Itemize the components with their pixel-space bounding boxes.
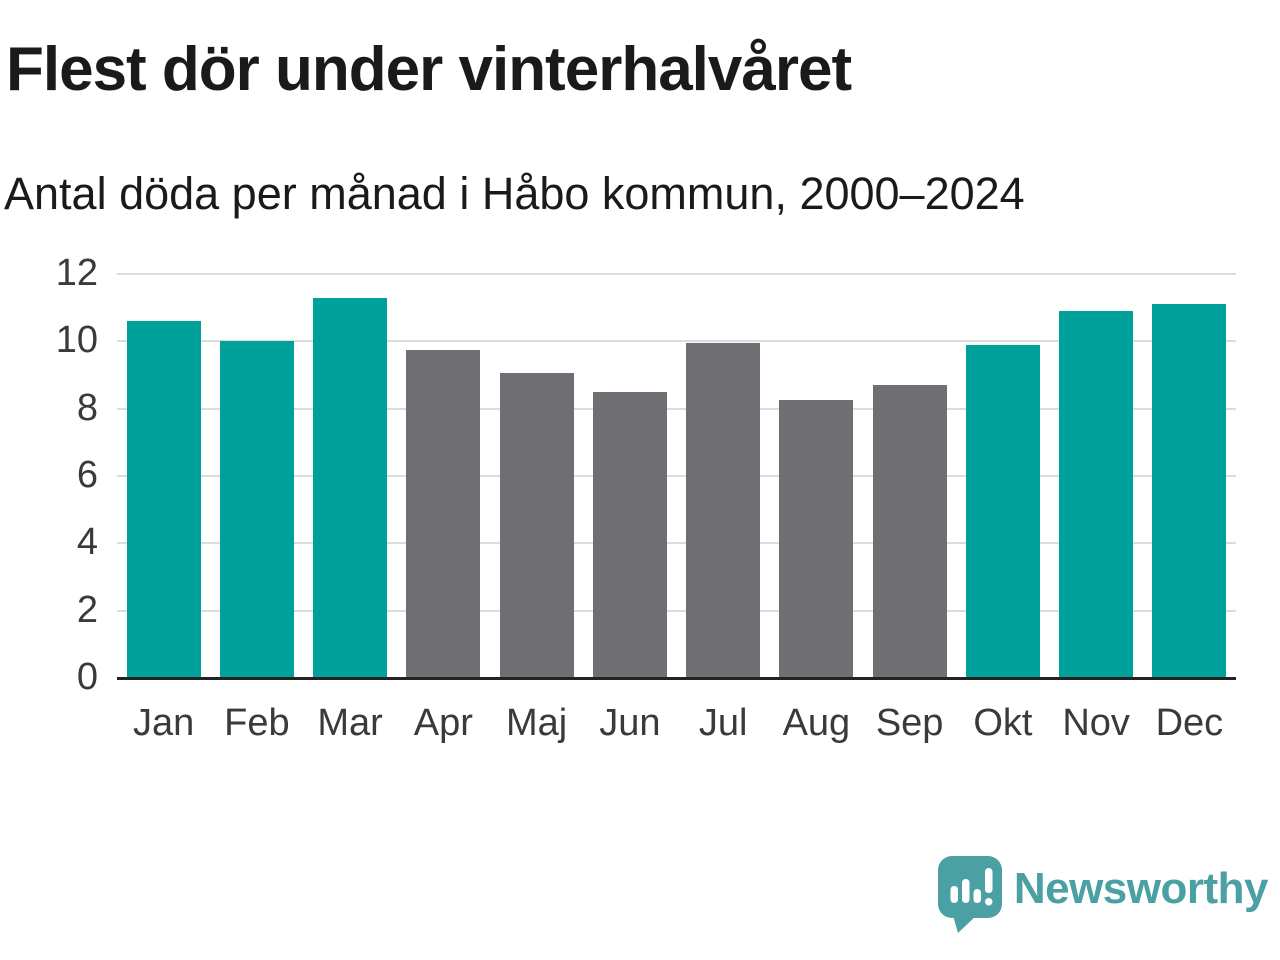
x-axis-labels: Jan Feb Mar Apr Maj Jun Jul Aug Sep Okt Nov Dec <box>117 702 1236 745</box>
chart-title: Flest dör under vinterhalvåret <box>6 35 852 104</box>
bar-sep <box>872 385 947 678</box>
y-tick-label: 0 <box>76 656 98 699</box>
bar-okt <box>965 344 1040 678</box>
x-tick-label-okt: Okt <box>973 702 1033 744</box>
x-tick-label-jan: Jan <box>132 702 195 744</box>
bar-apr <box>406 349 481 678</box>
bar-slot-jul <box>677 274 770 678</box>
x-tick-label-maj: Maj <box>506 702 568 744</box>
x-tick-label-dec: Dec <box>1155 702 1224 744</box>
x-tick-label-mar: Mar <box>317 702 383 744</box>
bar-slot-aug <box>770 274 863 678</box>
bar-jul <box>686 343 761 678</box>
bar-slot-apr <box>397 274 490 678</box>
gridline-10 <box>117 340 1236 343</box>
bar-maj <box>499 373 574 678</box>
bar-nov <box>1059 311 1134 678</box>
y-tick-label: 4 <box>76 521 98 564</box>
y-tick-label: 8 <box>76 386 98 429</box>
x-tick-label-feb: Feb <box>224 702 290 744</box>
bar-feb <box>219 341 294 678</box>
bar-dec <box>1152 304 1227 678</box>
y-tick-label: 12 <box>55 252 98 295</box>
bar-slot-jan <box>117 274 210 678</box>
bar-mar <box>313 297 388 678</box>
bar-slot-dec <box>1143 274 1236 678</box>
y-tick-label: 2 <box>76 588 98 631</box>
bar-slot-sep <box>863 274 956 678</box>
x-tick-label-jun: Jun <box>599 702 661 744</box>
bar-slot-nov <box>1050 274 1143 678</box>
bar-jan <box>126 321 201 678</box>
bar-slot-feb <box>210 274 303 678</box>
plot-area <box>117 273 1236 680</box>
x-tick-label-aug: Aug <box>782 702 851 744</box>
bar-aug <box>779 400 854 678</box>
brand-name: Newsworthy <box>1013 864 1269 913</box>
bar-jun <box>592 391 667 678</box>
bar-series <box>117 274 1236 678</box>
x-tick-label-apr: Apr <box>413 702 473 744</box>
bar-slot-mar <box>304 274 397 678</box>
chart-subtitle: Antal döda per månad i Håbo kommun, 2000… <box>4 168 1025 219</box>
gridline-2 <box>117 609 1236 612</box>
y-tick-label: 6 <box>76 454 98 497</box>
y-tick-label: 10 <box>55 319 98 362</box>
gridline-8 <box>117 407 1236 410</box>
bar-slot-jun <box>583 274 676 678</box>
x-tick-label-sep: Sep <box>875 702 944 744</box>
x-tick-label-nov: Nov <box>1062 702 1130 744</box>
gridline-6 <box>117 475 1236 477</box>
bar-slot-maj <box>490 274 583 678</box>
x-tick-label-jul: Jul <box>698 702 748 744</box>
gridline-12 <box>117 273 1236 275</box>
newsworthy-speech-bubble-bar-chart-icon <box>937 856 1002 933</box>
gridline-4 <box>117 542 1236 545</box>
x-axis-line <box>117 677 1236 680</box>
bar-slot-okt <box>956 274 1049 678</box>
y-axis-labels: 0 2 4 6 8 10 12 <box>0 254 98 696</box>
newsworthy-logo: Newsworthy <box>937 856 1269 934</box>
